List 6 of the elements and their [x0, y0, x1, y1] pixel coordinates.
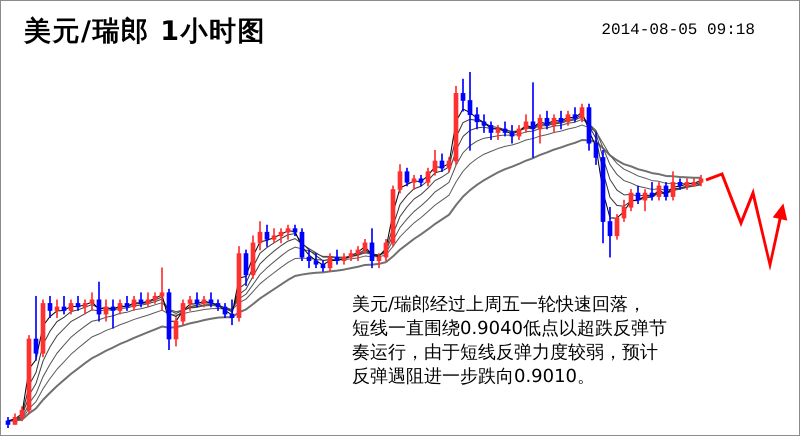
annotation: 反弹遇阻进一步跌向0.9010。 — [352, 365, 596, 389]
annotation: 美元/瑞郎经过上周五一轮快速回落， — [352, 293, 648, 317]
annotation: 奏运行，由于短线反弹力度较弱，预计 — [352, 341, 659, 365]
chart-title: 美元/瑞郎 1小时图 — [24, 16, 266, 48]
chart-subtitle: 2014-08-05 09:18 — [601, 21, 755, 40]
annotation: 短线一直围绕0.9040低点以超跌反弹节 — [352, 317, 667, 341]
